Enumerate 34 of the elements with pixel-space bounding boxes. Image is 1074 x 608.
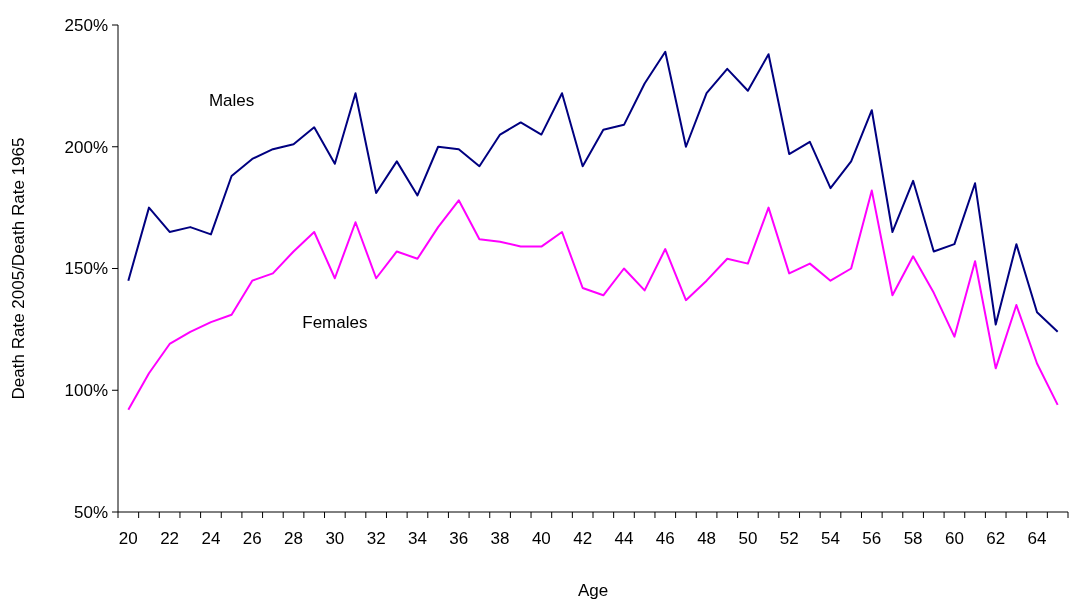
y-tick-label: 50%	[73, 502, 108, 522]
x-tick-label: 24	[201, 529, 221, 548]
x-tick-label: 44	[614, 529, 634, 548]
y-tick-label: 150%	[64, 259, 108, 279]
x-tick-label: 32	[366, 529, 386, 548]
x-tick-label: 52	[779, 529, 799, 548]
x-tick-label: 60	[944, 529, 964, 548]
y-tick-label: 100%	[64, 381, 108, 401]
x-tick-label: 38	[490, 529, 510, 548]
x-tick-label: 54	[821, 529, 840, 548]
x-tick-label: 20	[118, 529, 138, 548]
line-series	[127, 50, 1059, 333]
x-tick-label: 42	[573, 529, 593, 548]
x-axis-title: Age	[577, 581, 609, 600]
x-tick-label: 64	[1027, 529, 1047, 548]
x-tick-label: 22	[160, 529, 180, 548]
x-tick-label: 30	[325, 529, 345, 548]
x-tick-label: 36	[449, 529, 469, 548]
text: Females	[302, 313, 368, 333]
x-tick-label: 48	[697, 529, 717, 548]
y-tick-label: 200%	[64, 137, 108, 157]
x-tick-label: 26	[242, 529, 262, 548]
x-tick-label: 46	[655, 529, 675, 548]
x-tick-label: 58	[903, 529, 923, 548]
x-tick-label: 40	[531, 529, 551, 548]
y-axis-title: Death Rate 2005/Death Rate 1965	[9, 137, 28, 400]
line-series	[127, 189, 1059, 411]
x-tick-label: 62	[986, 529, 1006, 548]
text: Males	[208, 90, 255, 110]
x-tick-label: 28	[284, 529, 303, 548]
x-tick-label: 50	[738, 529, 758, 548]
x-tick-label: 56	[862, 529, 882, 548]
y-tick-label: 250%	[64, 15, 108, 35]
x-tick-label: 34	[408, 529, 427, 548]
